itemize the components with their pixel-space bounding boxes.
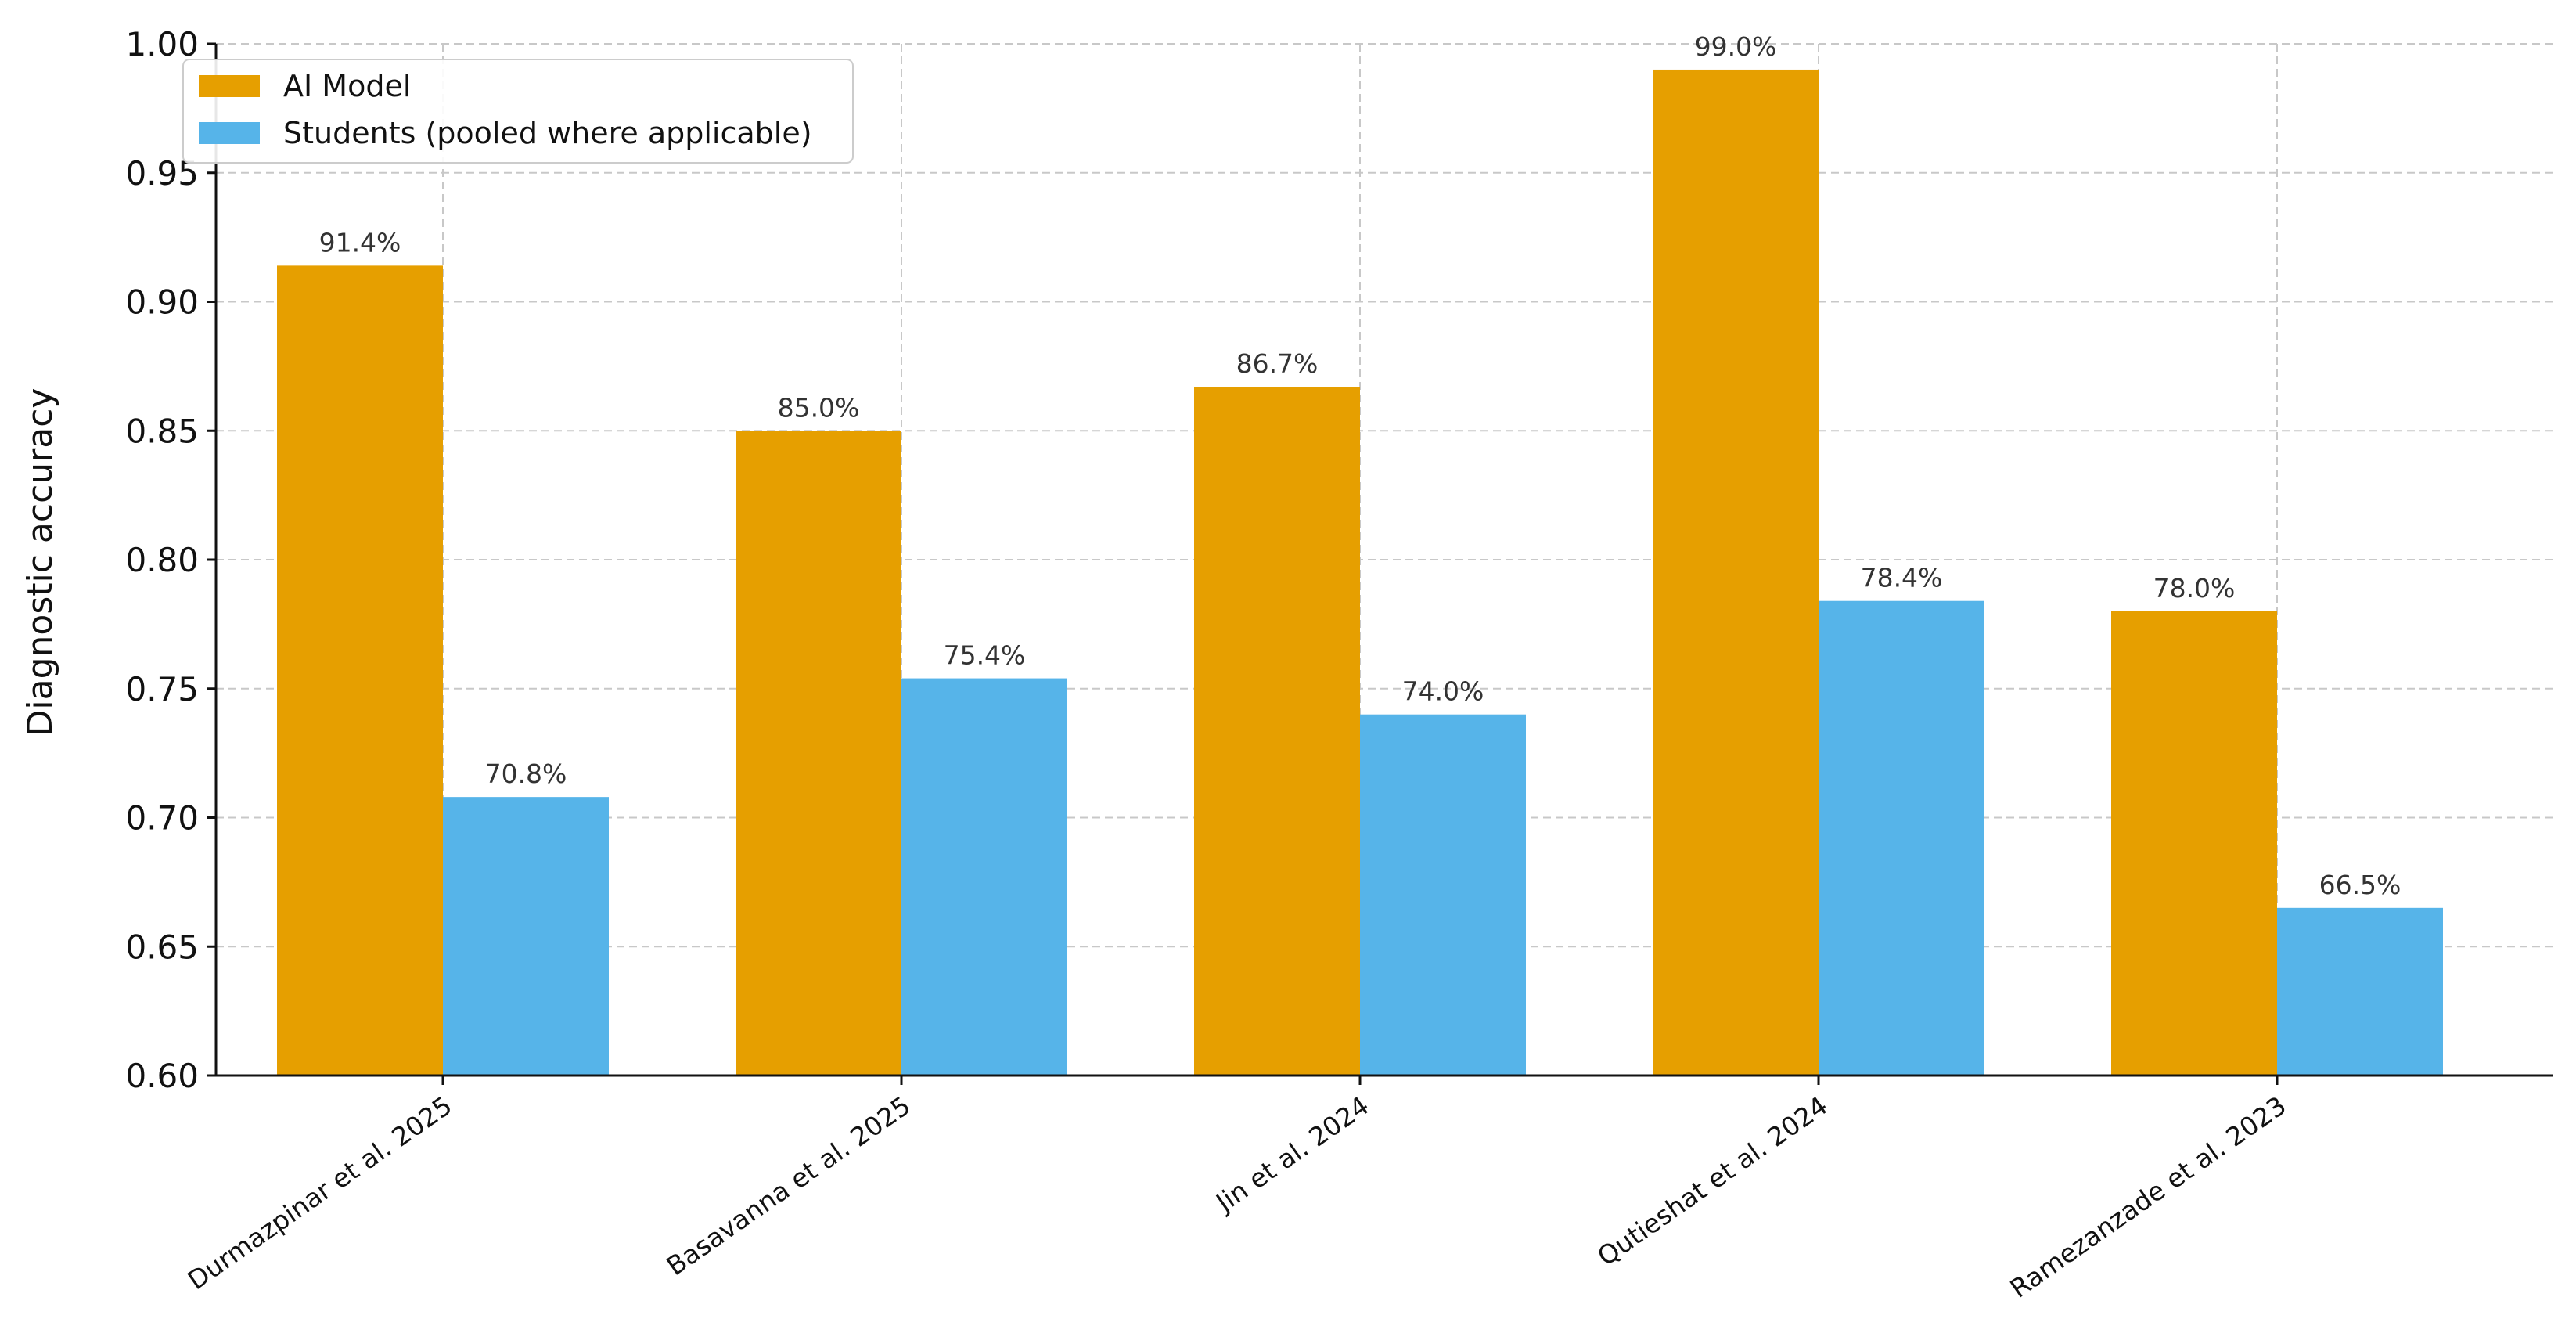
y-tick-label: 0.75 [125, 670, 199, 708]
data-label: 70.8% [485, 758, 567, 789]
y-tick-label: 0.70 [125, 799, 199, 838]
bar-ai-model [1194, 387, 1360, 1076]
y-tick-label: 0.60 [125, 1057, 199, 1095]
y-tick-label: 0.65 [125, 928, 199, 966]
bar-ai-model [277, 265, 443, 1076]
data-label: 91.4% [319, 227, 401, 258]
y-tick-label: 0.90 [125, 283, 199, 322]
x-tick-label: Jin et al. 2024 [1209, 1090, 1374, 1219]
x-tick-label: Ramezanzade et al. 2023 [2005, 1090, 2292, 1304]
legend-swatch [199, 75, 260, 97]
data-labels: 91.4% 70.8% 85.0% 75.4% 86.7% 74.0% 99.0% 78.4%… [319, 31, 2402, 900]
legend-swatch [199, 122, 260, 144]
y-tick-label: 0.85 [125, 412, 199, 450]
bar-students [1360, 714, 1526, 1076]
legend-label: AI Model [283, 69, 411, 103]
data-label: 75.4% [944, 640, 1026, 671]
bar-students [901, 678, 1067, 1076]
data-label: 78.0% [2153, 573, 2236, 604]
data-label: 99.0% [1695, 31, 1777, 62]
bar-ai-model [2111, 611, 2277, 1076]
x-tick-label: Qutieshat et al. 2024 [1592, 1090, 1833, 1272]
data-label: 78.4% [1861, 563, 1943, 593]
x-tick-label: Durmazpinar et al. 2025 [182, 1090, 458, 1296]
bars [277, 69, 2443, 1076]
legend-label: Students (pooled where applicable) [283, 116, 812, 150]
x-tick-label: Basavanna et al. 2025 [661, 1090, 916, 1282]
y-axis-title: Diagnostic accuracy [20, 388, 60, 737]
y-tick-label: 0.80 [125, 541, 199, 579]
legend-box [182, 59, 854, 164]
bar-students [443, 797, 609, 1076]
data-label: 85.0% [778, 392, 860, 423]
bar-students [2277, 907, 2443, 1076]
bar-students [1819, 600, 1984, 1076]
y-tick-label: 1.00 [125, 25, 199, 63]
legend: AI Model Students (pooled where applicabl… [182, 59, 854, 164]
bar-ai-model [1653, 69, 1819, 1076]
bar-ai-model [736, 431, 901, 1076]
data-label: 66.5% [2319, 870, 2402, 900]
data-label: 74.0% [1402, 676, 1484, 707]
data-label: 86.7% [1236, 348, 1319, 379]
